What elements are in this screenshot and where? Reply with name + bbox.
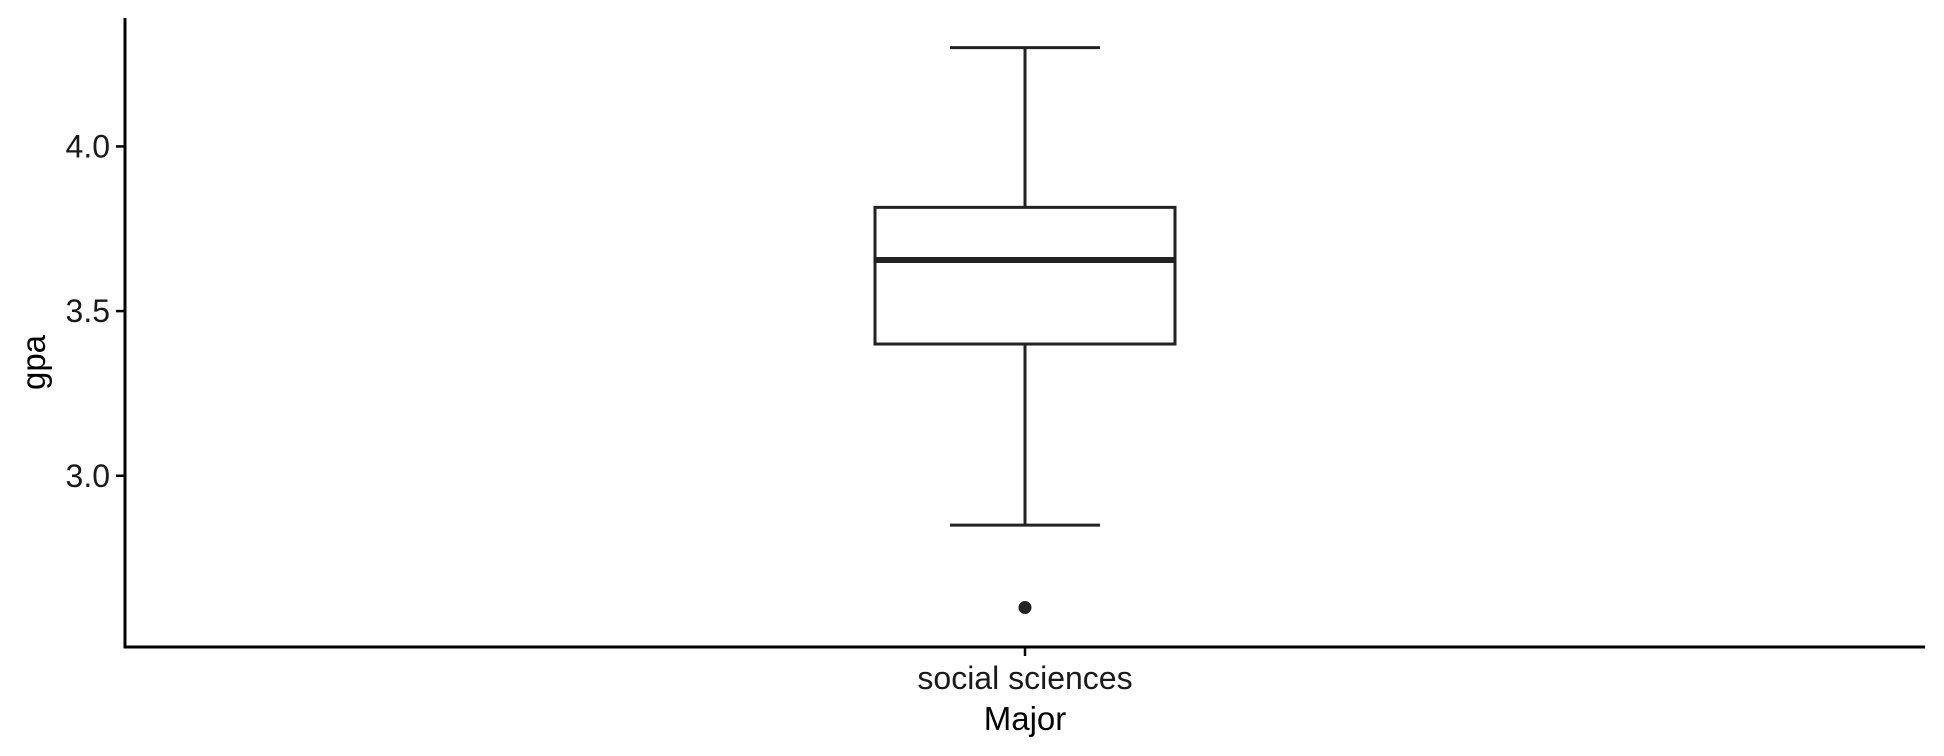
x-axis-title: Major — [984, 700, 1067, 737]
y-tick-label: 3.5 — [66, 293, 110, 329]
y-tick-label: 3.0 — [66, 458, 110, 494]
y-axis-title: gpa — [15, 334, 52, 390]
x-axis-ticks: social sciences — [917, 647, 1133, 696]
y-tick-label: 4.0 — [66, 128, 110, 164]
y-axis-ticks: 3.0 3.5 4.0 — [66, 128, 125, 494]
outlier-point — [1018, 600, 1032, 614]
x-tick-label: social sciences — [917, 660, 1132, 696]
plot-area — [873, 46, 1177, 614]
iqr-box — [873, 205, 1177, 346]
